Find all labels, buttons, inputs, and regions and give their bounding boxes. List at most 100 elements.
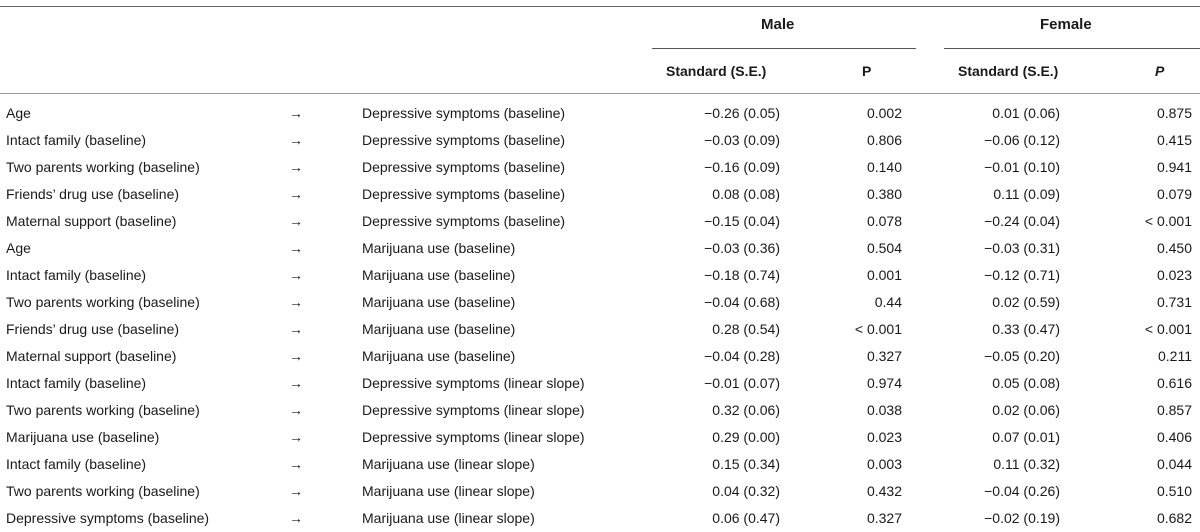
outcome-cell: Depressive symptoms (baseline) <box>362 213 566 229</box>
male-p-cell: 0.432 <box>866 483 902 499</box>
male-p-cell: 0.327 <box>866 348 902 364</box>
arrow-cell: → <box>289 456 303 472</box>
arrow-cell: → <box>289 105 303 121</box>
table-row: Marijuana use (baseline) → Depressive symp… <box>0 424 1200 451</box>
male-p-cell: 0.327 <box>866 510 902 526</box>
arrow-cell: → <box>289 375 303 391</box>
arrow-cell: → <box>289 186 303 202</box>
male-standard-cell: 0.29 (0.00) <box>712 429 780 445</box>
table-top-rule <box>0 6 1200 7</box>
arrow-cell: → <box>289 159 303 175</box>
outcome-cell: Depressive symptoms (linear slope) <box>362 429 585 445</box>
outcome-cell: Marijuana use (baseline) <box>362 348 516 364</box>
predictor-cell: Two parents working (baseline) <box>6 483 200 499</box>
male-p-cell: 0.002 <box>866 105 902 121</box>
outcome-cell: Marijuana use (linear slope) <box>362 510 535 526</box>
female-standard-cell: 0.01 (0.06) <box>992 105 1060 121</box>
arrow-cell: → <box>289 321 303 337</box>
arrow-cell: → <box>289 429 303 445</box>
male-standard-cell: 0.32 (0.06) <box>712 402 780 418</box>
outcome-cell: Depressive symptoms (baseline) <box>362 132 566 148</box>
table-row: Two parents working (baseline) → Depressiv… <box>0 397 1200 424</box>
male-p-header: P <box>862 63 872 79</box>
male-standard-cell: −0.26 (0.05) <box>704 105 780 121</box>
female-p-cell: 0.450 <box>1156 240 1192 256</box>
female-standard-cell: 0.07 (0.01) <box>992 429 1060 445</box>
table-row: Intact family (baseline) → Depressive symp… <box>0 370 1200 397</box>
female-p-cell: < 0.001 <box>1144 321 1192 337</box>
female-standard-cell: 0.02 (0.06) <box>992 402 1060 418</box>
male-standard-cell: −0.03 (0.09) <box>704 132 780 148</box>
male-p-cell: 0.974 <box>866 375 902 391</box>
table-row: Intact family (baseline) → Marijuana use (… <box>0 451 1200 478</box>
table-row: Age → Marijuana use (baseline) −0.03 (0.36)… <box>0 235 1200 262</box>
predictor-cell: Intact family (baseline) <box>6 375 147 391</box>
outcome-cell: Depressive symptoms (linear slope) <box>362 375 585 391</box>
female-standard-cell: 0.33 (0.47) <box>992 321 1060 337</box>
male-standard-cell: −0.04 (0.68) <box>704 294 780 310</box>
female-standard-cell: −0.05 (0.20) <box>984 348 1060 364</box>
table-row: Friends’ drug use (baseline) → Marijuana u… <box>0 316 1200 343</box>
male-p-cell: 0.023 <box>866 429 902 445</box>
predictor-cell: Intact family (baseline) <box>6 267 147 283</box>
female-standard-cell: −0.02 (0.19) <box>984 510 1060 526</box>
female-standard-header: Standard (S.E.) <box>958 63 1059 79</box>
male-p-cell: 0.380 <box>866 186 902 202</box>
male-p-cell: 0.001 <box>866 267 902 283</box>
table-row: Maternal support (baseline) → Depressive s… <box>0 208 1200 235</box>
female-p-cell: 0.875 <box>1156 105 1192 121</box>
female-group-header: Female <box>1040 16 1092 33</box>
predictor-cell: Two parents working (baseline) <box>6 294 200 310</box>
header-bottom-rule <box>0 93 1200 94</box>
outcome-cell: Marijuana use (baseline) <box>362 294 516 310</box>
predictor-cell: Intact family (baseline) <box>6 456 147 472</box>
female-p-cell: 0.406 <box>1156 429 1192 445</box>
predictor-cell: Age <box>6 240 31 256</box>
predictor-cell: Intact family (baseline) <box>6 132 147 148</box>
male-standard-cell: 0.08 (0.08) <box>712 186 780 202</box>
predictor-cell: Marijuana use (baseline) <box>6 429 160 445</box>
arrow-cell: → <box>289 240 303 256</box>
table-row: Two parents working (baseline) → Marijuana… <box>0 478 1200 505</box>
female-standard-cell: −0.24 (0.04) <box>984 213 1060 229</box>
predictor-cell: Friends’ drug use (baseline) <box>6 321 180 337</box>
male-standard-cell: −0.01 (0.07) <box>704 375 780 391</box>
predictor-cell: Maternal support (baseline) <box>6 213 177 229</box>
male-p-cell: 0.806 <box>866 132 902 148</box>
female-p-cell: 0.941 <box>1156 159 1192 175</box>
female-p-cell: 0.616 <box>1156 375 1192 391</box>
arrow-cell: → <box>289 294 303 310</box>
female-p-cell: < 0.001 <box>1144 213 1192 229</box>
female-p-cell: 0.211 <box>1158 348 1192 364</box>
female-standard-cell: 0.11 (0.09) <box>993 186 1060 202</box>
female-standard-cell: −0.04 (0.26) <box>984 483 1060 499</box>
female-standard-cell: −0.06 (0.12) <box>984 132 1060 148</box>
outcome-cell: Marijuana use (baseline) <box>362 321 516 337</box>
female-p-header: P <box>1155 63 1165 79</box>
outcome-cell: Marijuana use (baseline) <box>362 267 516 283</box>
female-standard-cell: −0.12 (0.71) <box>984 267 1060 283</box>
female-p-cell: 0.079 <box>1156 186 1192 202</box>
female-p-cell: 0.682 <box>1156 510 1192 526</box>
outcome-cell: Depressive symptoms (baseline) <box>362 186 566 202</box>
male-standard-header: Standard (S.E.) <box>666 63 767 79</box>
table-row: Depressive symptoms (baseline) → Marijuana… <box>0 505 1200 532</box>
outcome-cell: Depressive symptoms (baseline) <box>362 159 566 175</box>
male-p-cell: 0.003 <box>866 456 902 472</box>
table-body: Age → Depressive symptoms (baseline) −0.26 … <box>0 100 1200 532</box>
male-p-cell: 0.140 <box>866 159 902 175</box>
female-standard-cell: 0.11 (0.32) <box>993 456 1060 472</box>
table-row: Intact family (baseline) → Depressive symp… <box>0 127 1200 154</box>
male-standard-cell: −0.03 (0.36) <box>704 240 780 256</box>
outcome-cell: Marijuana use (linear slope) <box>362 456 535 472</box>
predictor-cell: Depressive symptoms (baseline) <box>6 510 210 526</box>
table-row: Maternal support (baseline) → Marijuana us… <box>0 343 1200 370</box>
male-group-rule <box>652 48 916 49</box>
male-p-cell: 0.504 <box>866 240 902 256</box>
predictor-cell: Two parents working (baseline) <box>6 402 200 418</box>
predictor-cell: Friends’ drug use (baseline) <box>6 186 180 202</box>
arrow-cell: → <box>289 132 303 148</box>
arrow-cell: → <box>289 510 303 526</box>
female-p-cell: 0.510 <box>1156 483 1192 499</box>
